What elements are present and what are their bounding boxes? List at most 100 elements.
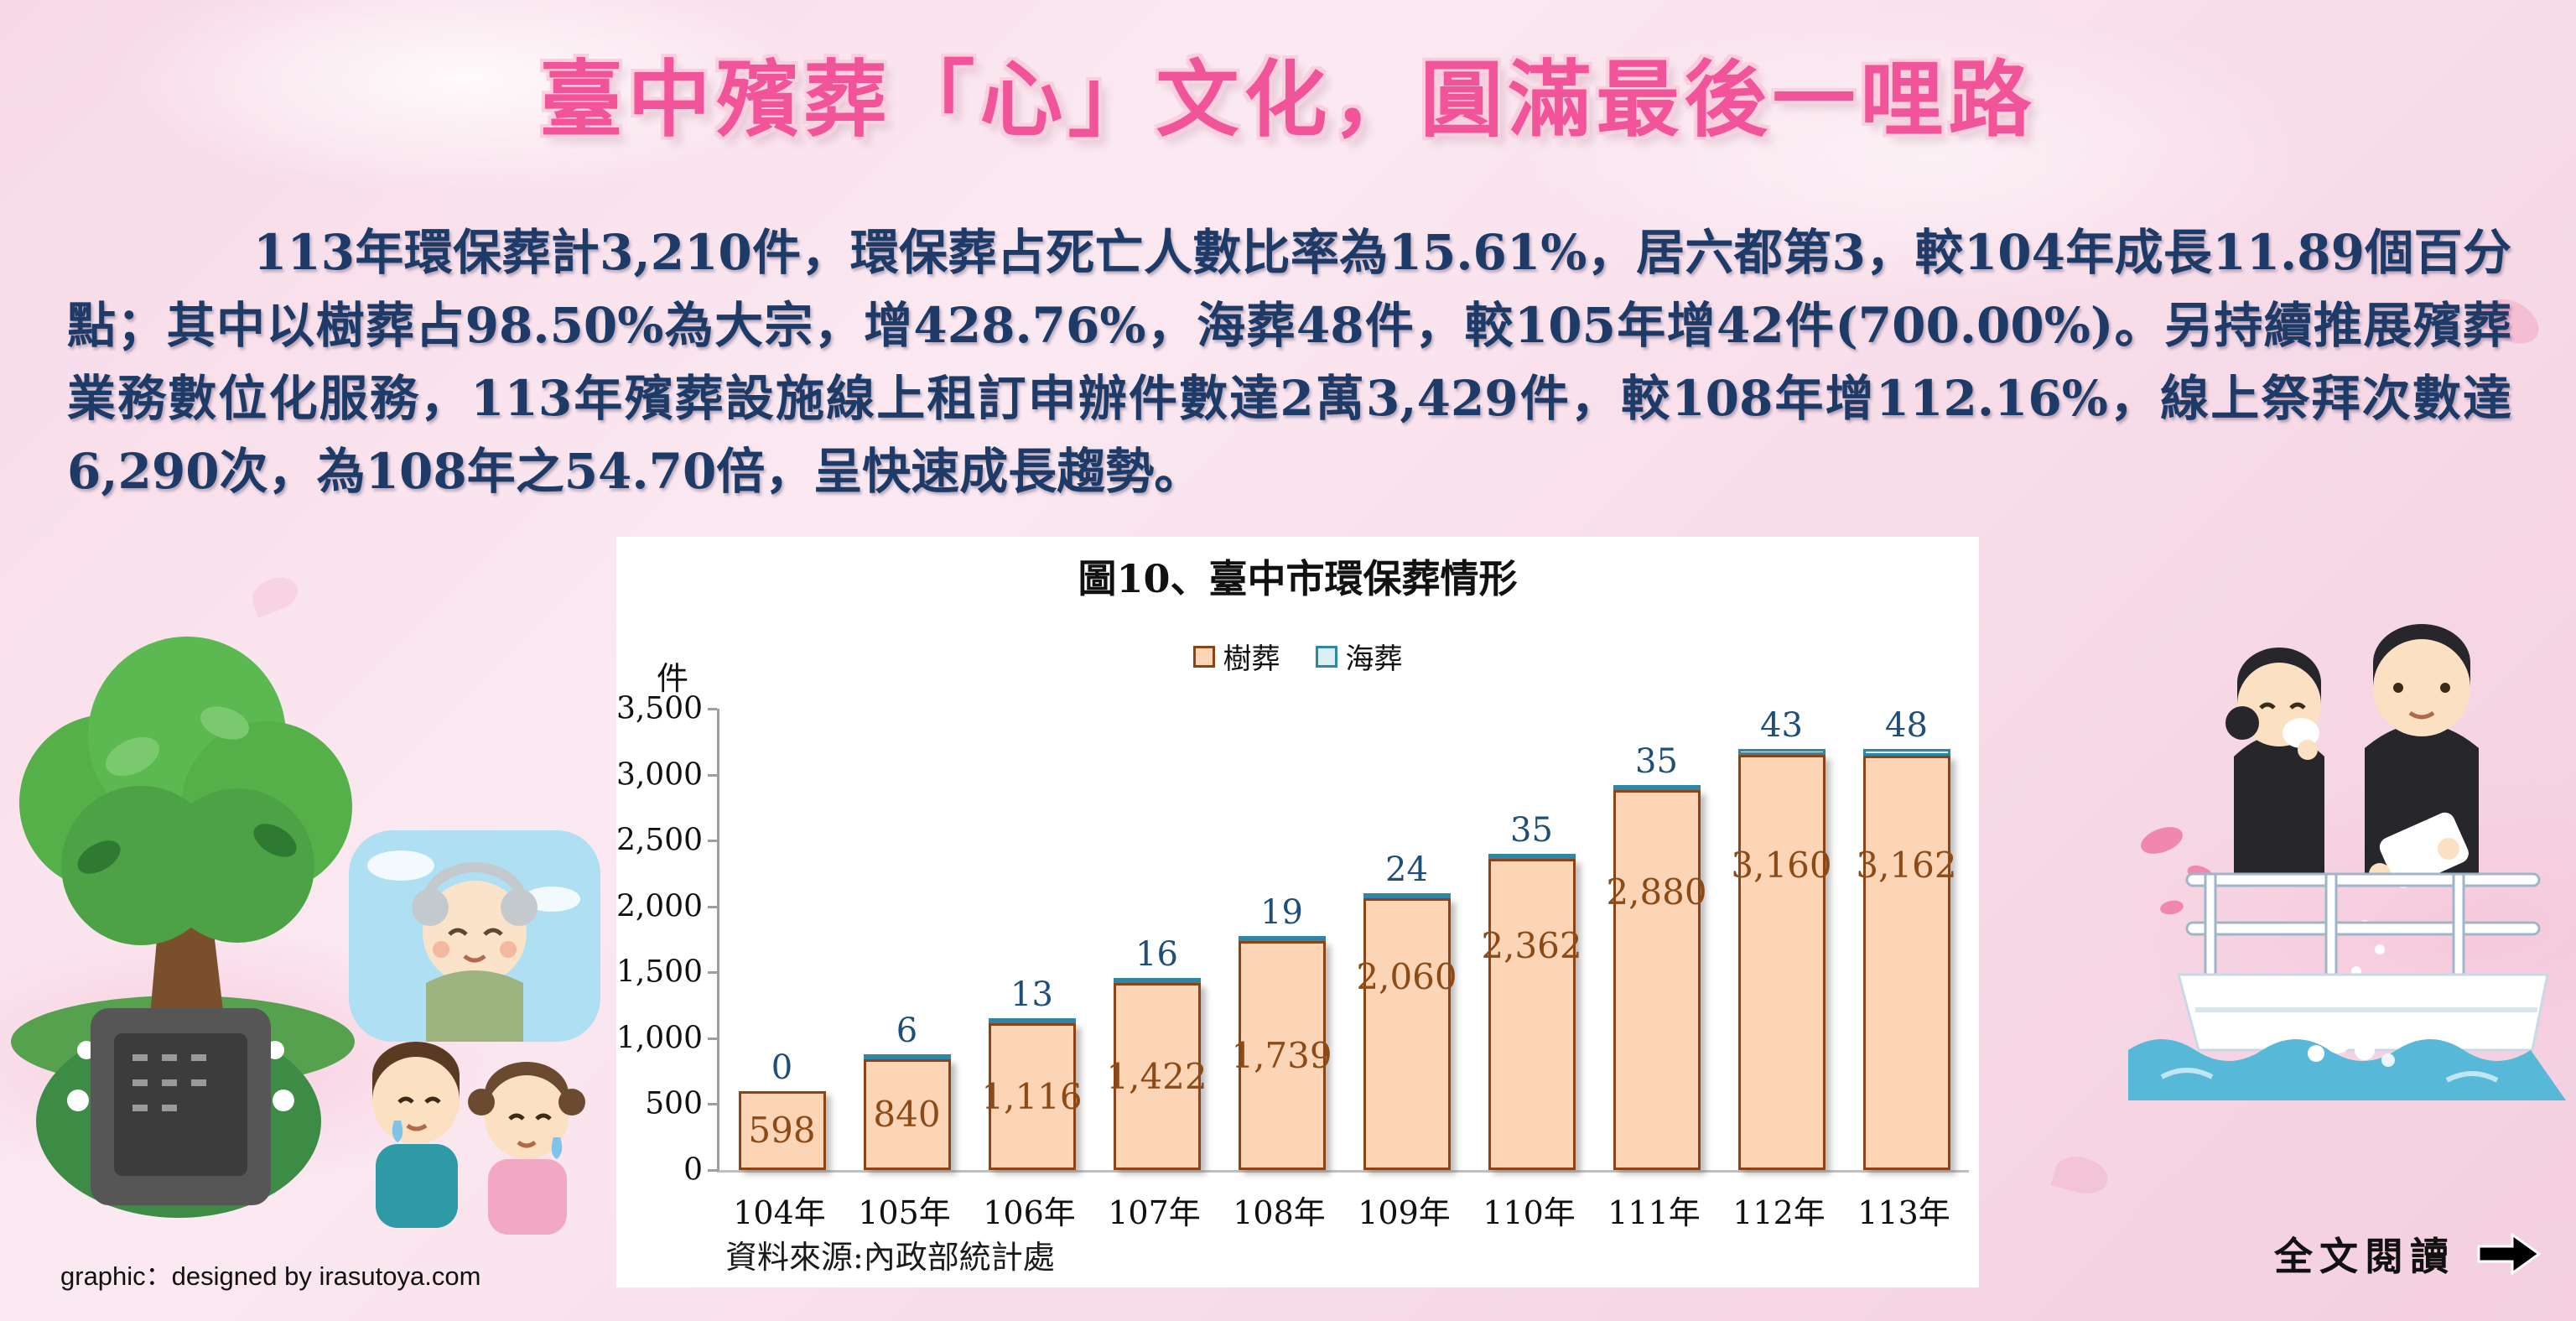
legend-label-sea-burial: 海葬 — [1345, 642, 1403, 676]
x-axis-label: 110年 — [1483, 1194, 1576, 1231]
x-axis-label: 113年 — [1857, 1194, 1950, 1231]
y-tick-label: 2,000 — [615, 889, 703, 924]
tree-burial-illustration — [11, 637, 600, 1235]
chart-title: 圖10、臺中市環保葬情形 — [1078, 556, 1518, 601]
sea-burial-value-label: 48 — [1885, 706, 1928, 745]
tree-burial-bar: 840 — [863, 1059, 951, 1170]
sea-burial-value-label: 13 — [1010, 975, 1053, 1014]
tree-burial-value-label: 1,739 — [1231, 1034, 1332, 1076]
bar-group-110年: 35 2,362 — [1469, 709, 1594, 1170]
grandmother-face — [423, 881, 527, 985]
mourning-children — [372, 1042, 585, 1235]
tree-burial-value-label: 3,160 — [1731, 844, 1832, 886]
chart-legend: 樹葬 海葬 — [616, 636, 1979, 677]
y-tick-mark — [708, 1037, 717, 1040]
tree-burial-value-label: 598 — [748, 1110, 816, 1151]
right-arrow-icon[interactable] — [2477, 1233, 2542, 1275]
y-tick-label: 3,500 — [615, 691, 703, 726]
tree-burial-value-label: 2,362 — [1481, 925, 1582, 967]
memorial-stone — [91, 1008, 271, 1205]
intro-paragraph: 113年環保葬計3,210件，環保葬占死亡人數比率為15.61%，居六都第3，較… — [67, 224, 2511, 500]
y-tick-label: 1,500 — [615, 954, 703, 990]
tree-burial-value-label: 840 — [873, 1094, 941, 1135]
x-axis-label: 107年 — [1108, 1194, 1201, 1231]
x-axis-labels: 104年 105年 106年 107年 108年 109年 110年 111年 112年 113年 — [717, 1187, 1966, 1233]
tree-burial-bar: 3,160 — [1731, 755, 1832, 1170]
bar-group-105年: 6 840 — [844, 709, 969, 1170]
y-tick-label: 1,000 — [615, 1021, 703, 1056]
x-axis-label: 104年 — [733, 1194, 826, 1231]
sea-burial-value-label: 24 — [1385, 850, 1428, 889]
y-tick-mark — [708, 708, 717, 710]
tree-burial-bar: 1,739 — [1231, 941, 1332, 1170]
x-axis-label: 106年 — [983, 1194, 1076, 1231]
y-tick-label: 0 — [683, 1152, 703, 1188]
mourner-man — [2365, 624, 2479, 888]
y-tick-mark — [708, 905, 717, 908]
y-tick-mark — [708, 773, 717, 777]
chart-source-note: 資料來源:內政部統計處 — [725, 1239, 1055, 1276]
x-axis-label: 112年 — [1732, 1194, 1826, 1231]
tree-burial-value-label: 3,162 — [1856, 845, 1957, 887]
tree-burial-bar: 1,422 — [1106, 983, 1208, 1170]
falling-petals — [2141, 827, 2214, 915]
x-axis-label: 111年 — [1607, 1194, 1701, 1231]
bar-group-113年: 48 3,162 — [1844, 709, 1969, 1170]
bar-group-107年: 16 1,422 — [1094, 709, 1219, 1170]
x-axis-label: 105年 — [858, 1194, 951, 1231]
y-tick-mark — [708, 840, 717, 843]
bar-group-111年: 35 2,880 — [1594, 709, 1719, 1170]
tree-burial-swatch-icon — [1192, 645, 1215, 668]
sea-burial-value-label: 6 — [896, 1012, 918, 1050]
sea-burial-bar-segment — [1737, 749, 1826, 755]
sea-burial-bar-segment — [863, 1054, 951, 1059]
sea-burial-bar-segment — [1363, 893, 1451, 898]
sakura-petal-decor — [247, 571, 303, 618]
sea-burial-bar-segment — [1613, 785, 1701, 790]
tree-burial-bar: 3,162 — [1856, 755, 1957, 1170]
sea-burial-swatch-icon — [1315, 645, 1337, 668]
y-tick-mark — [708, 1169, 717, 1172]
sea-burial-illustration — [2128, 624, 2566, 1100]
graphic-credit: graphic：designed by irasutoya.com — [60, 1261, 481, 1291]
read-more-label[interactable]: 全文閱讀 — [2274, 1234, 2455, 1279]
tree-burial-value-label: 1,422 — [1106, 1055, 1208, 1097]
tree-burial-bar: 1,116 — [981, 1023, 1083, 1170]
bar-series-container: 0 598 6 840 13 1,116 16 1,422 19 1,739 24 2,060 35 2,… — [719, 709, 1969, 1170]
sea-waves — [2128, 1027, 2566, 1100]
girl-face — [485, 1075, 569, 1159]
tree-burial-bar: 2,362 — [1481, 859, 1582, 1170]
x-axis-label: 108年 — [1233, 1194, 1326, 1231]
sea-burial-value-label: 19 — [1260, 893, 1303, 932]
bar-group-104年: 0 598 — [719, 709, 844, 1170]
tree-burial-value-label: 2,060 — [1356, 955, 1457, 997]
tree-burial-bar: 2,880 — [1606, 790, 1707, 1170]
sea-burial-bar-segment — [1113, 978, 1201, 983]
tree-burial-bar: 598 — [738, 1091, 826, 1170]
sea-burial-value-label: 0 — [771, 1048, 793, 1087]
bar-group-109年: 24 2,060 — [1344, 709, 1469, 1170]
sea-burial-bar-segment — [988, 1018, 1076, 1023]
chart-panel: 圖10、臺中市環保葬情形 樹葬 海葬 件 0 500 1,000 1,500 2,000… — [616, 537, 1979, 1287]
y-tick-mark — [708, 971, 717, 975]
sea-burial-bar-segment — [1238, 936, 1326, 941]
legend-item-tree-burial: 樹葬 — [1192, 636, 1280, 677]
sea-burial-value-label: 16 — [1135, 935, 1178, 974]
y-tick-label: 3,000 — [615, 757, 703, 793]
y-axis-unit-label: 件 — [657, 660, 689, 697]
legend-label-tree-burial: 樹葬 — [1223, 642, 1280, 676]
ash-bag — [2379, 812, 2469, 888]
boat — [2177, 872, 2549, 1052]
mourner-woman — [2225, 647, 2324, 882]
sea-burial-value-label: 43 — [1760, 706, 1803, 745]
read-more-link[interactable]: 全文閱讀 — [2274, 1226, 2542, 1282]
sea-burial-value-label: 35 — [1635, 742, 1678, 781]
sakura-petal-decor — [2050, 1151, 2112, 1199]
y-tick-label: 500 — [645, 1086, 703, 1121]
y-tick-mark — [708, 1103, 717, 1106]
sea-burial-bar-segment — [1862, 749, 1950, 756]
spirit-window — [349, 830, 600, 1042]
bar-group-106年: 13 1,116 — [969, 709, 1094, 1170]
plot-area: 0 500 1,000 1,500 2,000 2,500 3,000 3,500 0 598 6… — [616, 692, 1969, 1188]
